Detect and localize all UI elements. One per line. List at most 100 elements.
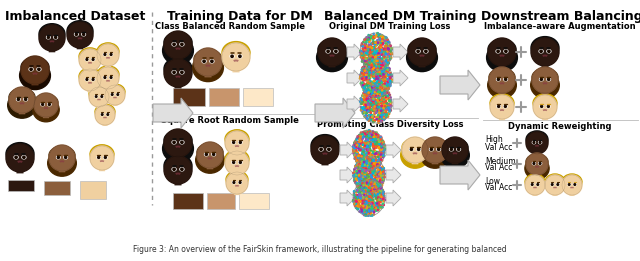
Circle shape [430, 148, 433, 150]
Circle shape [380, 64, 381, 65]
Circle shape [378, 68, 379, 69]
Circle shape [367, 205, 368, 206]
Circle shape [389, 100, 390, 102]
Ellipse shape [164, 58, 192, 80]
Ellipse shape [202, 60, 206, 63]
Circle shape [364, 116, 365, 117]
Circle shape [373, 108, 374, 109]
Circle shape [371, 102, 372, 103]
Circle shape [381, 117, 382, 118]
Circle shape [367, 183, 368, 184]
Circle shape [365, 138, 367, 139]
Circle shape [381, 90, 382, 91]
Circle shape [376, 186, 378, 187]
Circle shape [367, 180, 368, 182]
Circle shape [374, 163, 375, 164]
Circle shape [359, 188, 360, 189]
Circle shape [371, 195, 372, 197]
Circle shape [371, 195, 372, 196]
Circle shape [365, 135, 366, 136]
Circle shape [374, 37, 375, 38]
Circle shape [384, 83, 385, 85]
Circle shape [362, 58, 364, 60]
Circle shape [377, 160, 378, 161]
Circle shape [367, 157, 368, 158]
Ellipse shape [422, 138, 448, 157]
Circle shape [438, 148, 440, 150]
Circle shape [359, 135, 360, 136]
Circle shape [361, 73, 362, 74]
Circle shape [383, 63, 384, 64]
Circle shape [359, 177, 360, 178]
Circle shape [372, 98, 374, 99]
Circle shape [361, 103, 362, 105]
Circle shape [318, 38, 346, 66]
Circle shape [374, 139, 375, 141]
Circle shape [376, 185, 378, 186]
Circle shape [367, 49, 368, 50]
Circle shape [387, 64, 388, 66]
Circle shape [362, 59, 363, 60]
Circle shape [360, 147, 362, 149]
Circle shape [368, 191, 369, 193]
PathPatch shape [393, 70, 408, 86]
Circle shape [390, 47, 392, 49]
Circle shape [365, 115, 367, 116]
Circle shape [367, 83, 369, 85]
Circle shape [365, 181, 367, 182]
Circle shape [95, 96, 97, 97]
Circle shape [391, 52, 392, 54]
Circle shape [355, 143, 356, 144]
Circle shape [372, 190, 374, 191]
Circle shape [386, 40, 387, 42]
Circle shape [364, 182, 365, 184]
Circle shape [372, 43, 373, 44]
Circle shape [383, 198, 384, 199]
Circle shape [369, 171, 371, 172]
Circle shape [365, 143, 367, 144]
Circle shape [376, 82, 378, 83]
Circle shape [371, 104, 372, 105]
Circle shape [369, 190, 370, 192]
Circle shape [390, 80, 391, 82]
Circle shape [374, 82, 375, 84]
Circle shape [376, 207, 378, 208]
Circle shape [501, 54, 503, 55]
Circle shape [367, 38, 369, 40]
Circle shape [358, 134, 360, 136]
Circle shape [367, 174, 368, 175]
Circle shape [355, 199, 356, 200]
Circle shape [378, 85, 380, 86]
Circle shape [369, 186, 371, 187]
Circle shape [373, 133, 374, 134]
Circle shape [372, 190, 373, 191]
Ellipse shape [353, 157, 385, 193]
Circle shape [372, 122, 374, 123]
Circle shape [364, 94, 365, 96]
Circle shape [365, 163, 367, 164]
Circle shape [383, 107, 385, 108]
Circle shape [376, 180, 377, 182]
Circle shape [380, 43, 381, 44]
Circle shape [365, 89, 366, 90]
Circle shape [383, 101, 385, 103]
Circle shape [363, 200, 364, 202]
Circle shape [387, 56, 388, 57]
Circle shape [376, 103, 377, 104]
Circle shape [381, 198, 382, 200]
Circle shape [367, 149, 369, 150]
Circle shape [376, 156, 378, 158]
Circle shape [364, 182, 365, 183]
Circle shape [367, 178, 369, 180]
Ellipse shape [92, 78, 95, 81]
Circle shape [362, 203, 364, 204]
Circle shape [380, 100, 381, 102]
Circle shape [383, 93, 384, 94]
Circle shape [368, 184, 369, 185]
Circle shape [371, 120, 372, 121]
Circle shape [15, 156, 17, 158]
Circle shape [354, 152, 355, 154]
Ellipse shape [420, 142, 449, 168]
Circle shape [371, 119, 372, 120]
Circle shape [368, 68, 369, 69]
